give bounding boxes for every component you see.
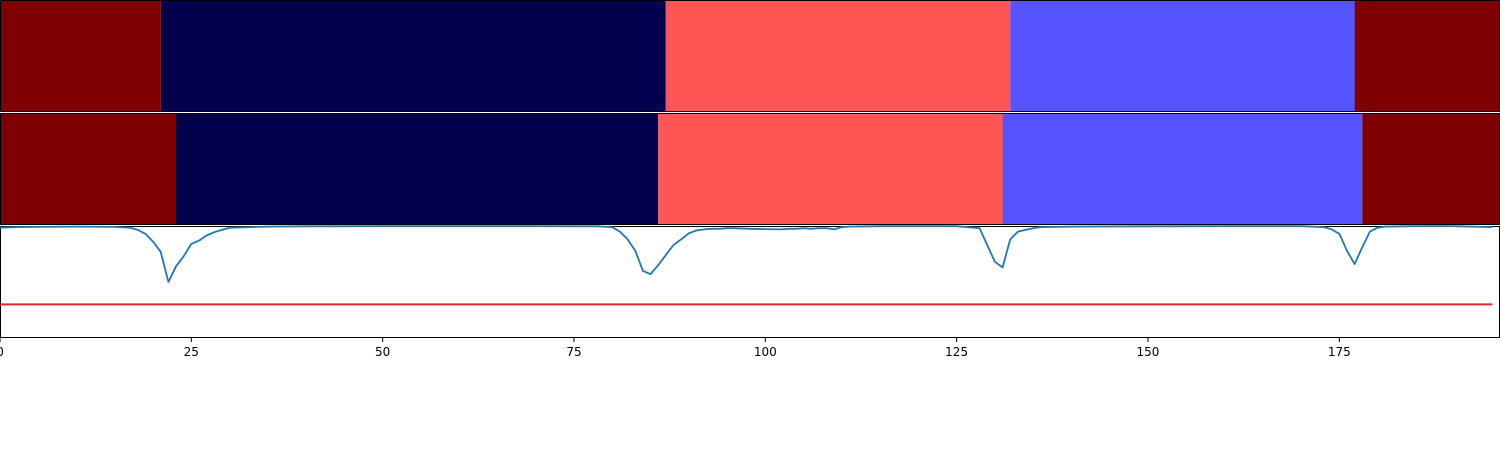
- x-tick-label-100: 100: [754, 345, 777, 359]
- x-tick-label-75: 75: [566, 345, 581, 359]
- signal-axes-frame: [0, 226, 1500, 338]
- signal-line: [0, 225, 1493, 283]
- x-tick-label-25: 25: [184, 345, 199, 359]
- band-2-segment-5: [1362, 113, 1500, 225]
- band-1-segment-2: [160, 0, 666, 112]
- x-tick-label-175: 175: [1328, 345, 1351, 359]
- band-1-segment-3: [665, 0, 1011, 112]
- band-1-segment-4: [1010, 0, 1355, 112]
- band-2-segment-4: [1002, 113, 1363, 225]
- band-1-segment-5: [1354, 0, 1500, 112]
- x-tick-label-0: 0: [0, 345, 4, 359]
- x-tick-label-150: 150: [1137, 345, 1160, 359]
- x-tick-label-50: 50: [375, 345, 390, 359]
- x-tick-label-125: 125: [945, 345, 968, 359]
- band-1-segment-1: [0, 0, 161, 112]
- band-2-segment-3: [658, 113, 1003, 225]
- band-2-segment-1: [0, 113, 177, 225]
- band-2-segment-2: [176, 113, 659, 225]
